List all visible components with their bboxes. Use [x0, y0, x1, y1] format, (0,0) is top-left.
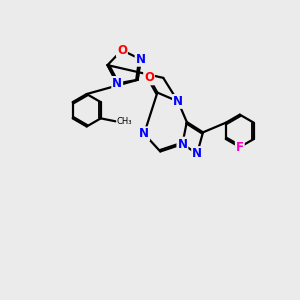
Text: N: N — [136, 53, 146, 66]
Text: N: N — [112, 77, 122, 90]
Text: N: N — [192, 147, 202, 160]
Text: N: N — [177, 138, 188, 151]
Text: F: F — [236, 141, 244, 154]
Text: O: O — [144, 71, 154, 84]
Text: O: O — [117, 44, 127, 57]
Text: N: N — [173, 95, 183, 108]
Text: CH₃: CH₃ — [117, 117, 132, 126]
Text: N: N — [139, 127, 149, 140]
